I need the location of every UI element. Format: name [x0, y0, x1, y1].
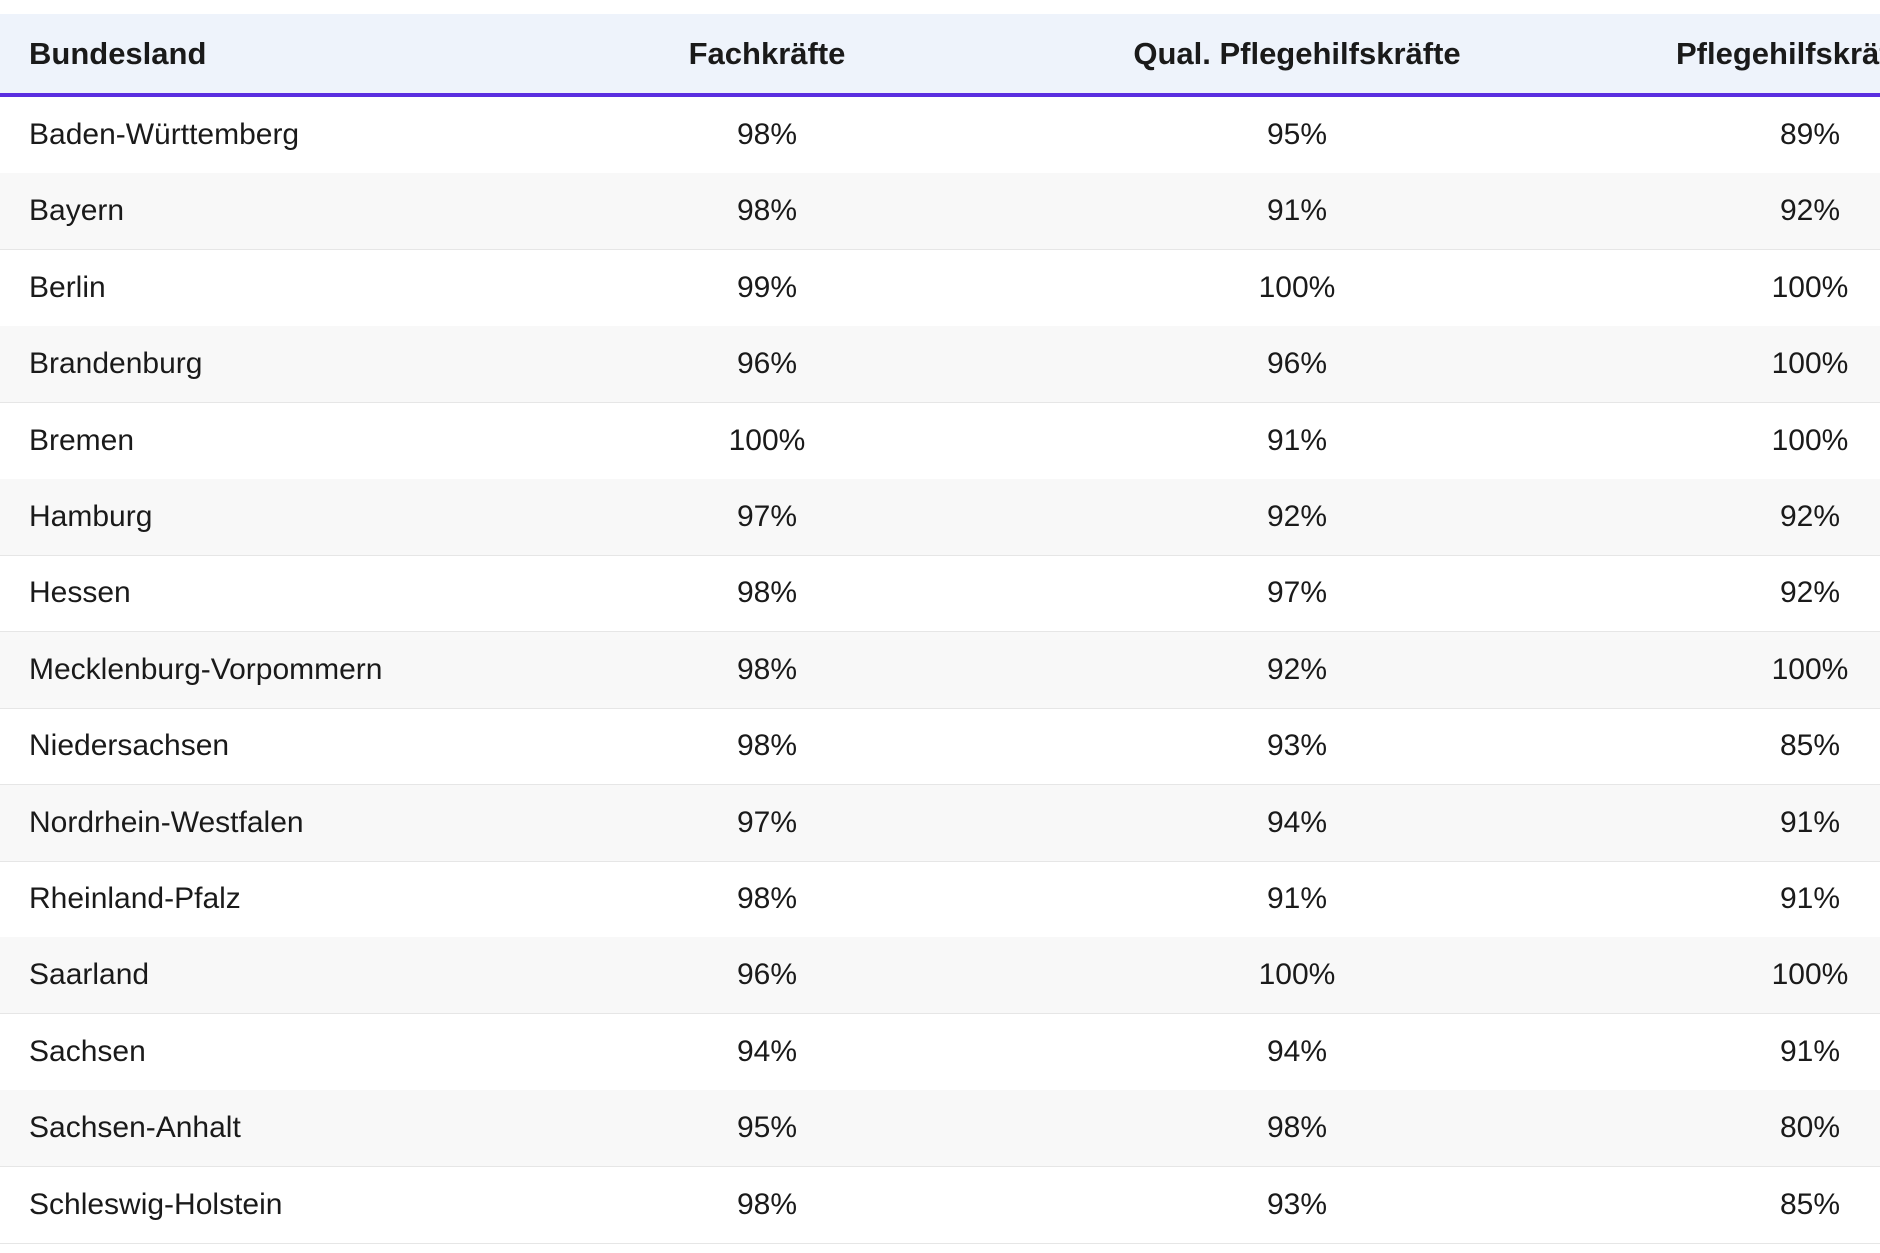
- percent-cell: 98%: [1266, 1111, 1328, 1145]
- table-row: Bremen 100% 91% 100%: [0, 403, 1880, 480]
- header-cell[interactable]: Bundesland: [29, 35, 207, 71]
- percent-cell: 98%: [736, 882, 798, 915]
- percent-cell: 100%: [1771, 958, 1849, 992]
- percent-cell: 100%: [1258, 958, 1336, 992]
- state-name: Mecklenburg-Vorpommern: [29, 652, 383, 686]
- state-name: Niedersachsen: [29, 729, 230, 763]
- percent-cell: 92%: [1779, 194, 1841, 228]
- table-row: Hessen 98% 97% 92%: [0, 555, 1880, 633]
- percent-cell: 85%: [1779, 729, 1841, 763]
- table-row: Sachsen 94% 94% 91%: [0, 1014, 1880, 1091]
- table-row: Niedersachsen 98% 93% 85%: [0, 708, 1880, 786]
- state-name: Hessen: [29, 576, 131, 610]
- table-row: Schleswig-Holstein 98% 93% 85%: [0, 1167, 1880, 1244]
- percent-cell: 92%: [1266, 652, 1328, 686]
- percent-cell: 100%: [1258, 270, 1336, 304]
- percent-cell: 100%: [1771, 652, 1849, 686]
- percent-cell: 98%: [736, 729, 798, 763]
- state-name: Hamburg: [29, 500, 153, 533]
- state-name: Schleswig-Holstein: [29, 1187, 283, 1221]
- table-row: Brandenburg 96% 96% 100%: [0, 326, 1880, 404]
- percent-cell: 91%: [1266, 882, 1328, 915]
- state-name: Rheinland-Pfalz: [29, 882, 241, 915]
- percent-cell: 96%: [736, 958, 798, 992]
- percent-cell: 91%: [1266, 423, 1328, 457]
- percent-cell: 91%: [1779, 882, 1841, 915]
- percent-cell: 98%: [736, 118, 798, 151]
- state-name: Sachsen: [29, 1034, 146, 1068]
- percent-cell: 93%: [1266, 729, 1328, 763]
- state-name: Sachsen-Anhalt: [29, 1111, 241, 1145]
- table-row: Hamburg 97% 92% 92%: [0, 479, 1880, 556]
- percent-cell: 100%: [1771, 423, 1849, 457]
- state-name: Nordrhein-Westfalen: [29, 805, 304, 839]
- percent-cell: 96%: [1266, 347, 1328, 381]
- percent-cell: 80%: [1779, 1111, 1841, 1145]
- table-row: Mecklenburg-Vorpommern 98% 92% 100%: [0, 631, 1880, 709]
- percent-cell: 94%: [736, 1034, 798, 1068]
- percent-cell: 98%: [736, 652, 798, 686]
- state-name: Berlin: [29, 270, 106, 304]
- header-cell[interactable]: Fachkräfte: [688, 35, 846, 71]
- state-name: Bayern: [29, 194, 125, 228]
- percent-cell: 97%: [736, 805, 798, 839]
- percent-cell: 91%: [1266, 194, 1328, 228]
- percent-cell: 100%: [728, 423, 806, 457]
- percent-cell: 98%: [736, 576, 798, 610]
- table-row: Sachsen-Anhalt 95% 98% 80%: [0, 1090, 1880, 1168]
- state-name: Baden-Württemberg: [29, 118, 300, 151]
- table-row: Nordrhein-Westfalen 97% 94% 91%: [0, 784, 1880, 862]
- percent-cell: 95%: [1266, 118, 1328, 151]
- percent-cell: 95%: [736, 1111, 798, 1145]
- state-name: Bremen: [29, 423, 135, 457]
- table-row: Baden-Württemberg 98% 95% 89%: [0, 97, 1880, 174]
- percent-cell: 99%: [736, 270, 798, 304]
- percent-cell: 94%: [1266, 1034, 1328, 1068]
- percent-cell: 91%: [1779, 805, 1841, 839]
- header-cell[interactable]: Pflegehilfskräfte: [1676, 35, 1880, 71]
- percent-cell: 92%: [1266, 500, 1328, 533]
- header-cell[interactable]: Qual. Pflegehilfskräfte: [1133, 35, 1461, 71]
- percent-cell: 97%: [1266, 576, 1328, 610]
- percent-cell: 100%: [1771, 347, 1849, 381]
- table-header: Bundesland Fachkräfte Qual. Pflegehilfsk…: [0, 14, 1880, 97]
- percent-cell: 96%: [736, 347, 798, 381]
- table-row: Saarland 96% 100% 100%: [0, 937, 1880, 1015]
- percent-cell: 91%: [1779, 1034, 1841, 1068]
- table-row: Berlin 99% 100% 100%: [0, 250, 1880, 327]
- percent-cell: 98%: [736, 1187, 798, 1221]
- percent-cell: 93%: [1266, 1187, 1328, 1221]
- percent-cell: 100%: [1771, 270, 1849, 304]
- percent-cell: 85%: [1779, 1187, 1841, 1221]
- percent-cell: 94%: [1266, 805, 1328, 839]
- percent-cell: 89%: [1779, 118, 1841, 151]
- table-row: Bayern 98% 91% 92%: [0, 173, 1880, 251]
- percent-cell: 98%: [736, 194, 798, 228]
- state-name: Brandenburg: [29, 347, 203, 381]
- table-row: Rheinland-Pfalz 98% 91% 91%: [0, 861, 1880, 938]
- percent-cell: 97%: [736, 500, 798, 533]
- state-name: Saarland: [29, 958, 150, 992]
- percent-cell: 92%: [1779, 576, 1841, 610]
- percent-cell: 92%: [1779, 500, 1841, 533]
